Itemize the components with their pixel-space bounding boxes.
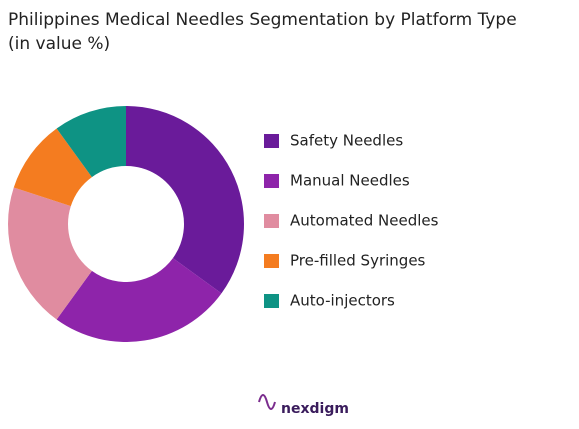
chart-subtitle: (in value %): [8, 34, 110, 54]
donut-slice: [56, 258, 222, 343]
legend-label: Safety Needles: [290, 132, 403, 150]
legend-swatch: [264, 214, 279, 228]
legend-label: Pre-filled Syringes: [290, 252, 426, 270]
donut-slice: [8, 187, 92, 320]
chart-title: Philippines Medical Needles Segmentation…: [8, 10, 517, 30]
legend-label: Manual Needles: [290, 172, 410, 190]
legend-swatch: [264, 254, 279, 268]
donut-slice: [56, 106, 126, 178]
logo-icon: [258, 394, 276, 410]
legend-label: Auto-injectors: [290, 292, 395, 310]
donut-slice: [126, 106, 245, 294]
legend-swatch: [264, 134, 279, 148]
legend-label: Automated Needles: [290, 212, 439, 230]
legend-swatch: [264, 174, 279, 188]
logo: nexdigm: [281, 401, 349, 417]
legend-swatch: [264, 294, 279, 308]
donut-slice: [13, 128, 92, 207]
